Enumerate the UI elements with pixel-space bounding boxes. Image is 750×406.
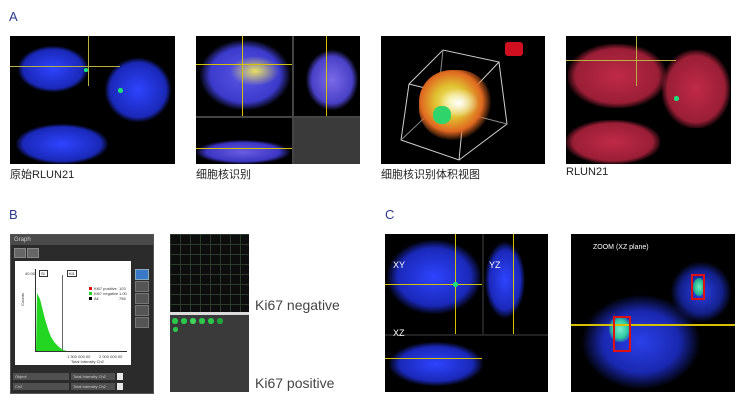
ki67-positive-label: Ki67 positive — [255, 375, 335, 391]
channel-select[interactable]: Ch2 — [13, 383, 69, 390]
panel-letter-b: B — [9, 207, 18, 222]
threshold-line — [62, 275, 63, 351]
original-image — [10, 36, 175, 164]
x-tick-2: 2 000 000.00 — [99, 354, 123, 359]
panel-letter-a: A — [9, 9, 18, 24]
nucleus-id-image — [196, 36, 360, 164]
x-metric-select[interactable]: Total Intensity Ch2 — [71, 373, 115, 380]
y-metric-select[interactable]: Total Intensity Ch2 — [71, 383, 115, 390]
histogram-plot: Counts 40.00 Sl Ki1 1 300 000.00 2 000 0… — [15, 261, 131, 365]
graph-toolbar-button-1[interactable] — [14, 248, 26, 258]
rlun21-image — [566, 36, 731, 164]
graph-toolbar-button-2[interactable] — [27, 248, 39, 258]
graph-titlebar: Graph — [11, 235, 153, 245]
caption-original: 原始RLUN21 — [10, 169, 75, 181]
export-tool[interactable] — [135, 317, 149, 328]
ki67-positive-area — [170, 315, 249, 392]
ki67-negative-grid — [170, 234, 249, 312]
label-xy: XY — [393, 260, 406, 270]
zoom-highlight-box-1 — [613, 316, 631, 352]
label-yz: YZ — [489, 260, 501, 270]
nucleus-volume-image — [381, 36, 545, 164]
x-metric-dropdown-arrow[interactable] — [117, 373, 123, 380]
panel-letter-c: C — [385, 207, 395, 222]
caption-nucleus-volume: 细胞核识别体积视图 — [381, 169, 480, 181]
histogram-bars — [36, 293, 67, 351]
histogram-y-tick: 40.00 — [25, 271, 36, 276]
caption-rlun21: RLUN21 — [566, 166, 609, 178]
box-right: Ki1 — [67, 270, 77, 277]
ki67-gallery — [170, 234, 249, 392]
zoom-highlight-box-2 — [691, 274, 705, 300]
gallery-divider — [170, 312, 249, 315]
histogram-x-axis — [35, 351, 127, 352]
box-left: Sl — [39, 270, 48, 277]
range-tool[interactable] — [135, 305, 149, 316]
histogram-y-axis — [35, 269, 36, 351]
zoom-view: ZOOM (XZ plane) — [571, 234, 735, 392]
label-xz: XZ — [393, 328, 405, 338]
caption-nucleus-id: 细胞核识别 — [196, 169, 251, 181]
select-tool[interactable] — [135, 293, 149, 304]
x-tick-1: 1 300 000.00 — [67, 354, 91, 359]
object-select[interactable]: Object — [13, 373, 69, 380]
histogram-x-label: Total Intensity Ch2 — [71, 359, 104, 364]
orthogonal-views: XY YZ XZ — [385, 234, 548, 392]
zoom-tool[interactable] — [135, 281, 149, 292]
pointer-tool[interactable] — [135, 269, 149, 280]
graph-title: Graph — [14, 237, 31, 243]
zoom-label: ZOOM (XZ plane) — [593, 244, 649, 251]
graph-window: Graph Counts 40.00 Sl Ki1 1 300 000.00 2… — [10, 234, 154, 394]
ki67-negative-label: Ki67 negative — [255, 297, 340, 313]
zoom-crosshair — [571, 324, 735, 326]
y-metric-dropdown-arrow[interactable] — [117, 383, 123, 390]
